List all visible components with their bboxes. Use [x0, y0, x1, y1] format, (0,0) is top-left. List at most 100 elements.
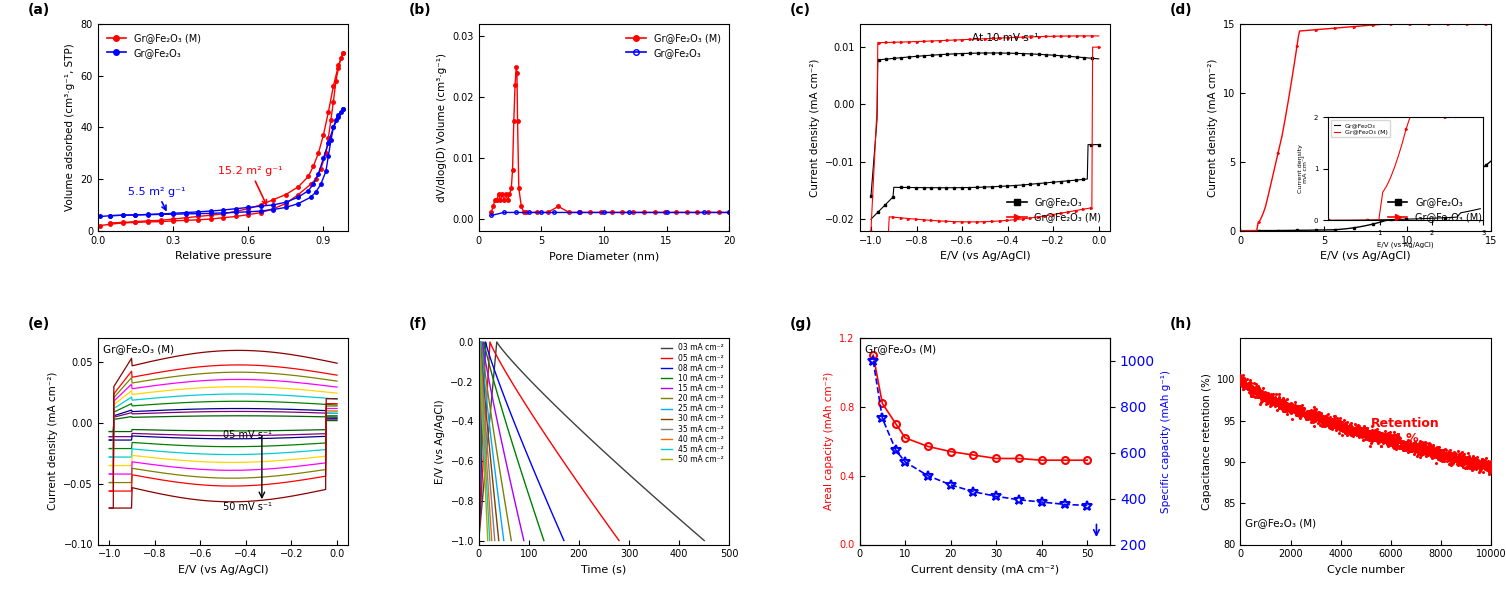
Point: [1337, 423, 1361, 433]
Point: [1247, 390, 1271, 399]
Point: [1366, 431, 1390, 440]
Point: [1428, 453, 1452, 462]
Point: [1309, 416, 1333, 426]
50 mA cm⁻²: [479, 530, 497, 537]
Point: [1282, 406, 1306, 416]
Point: [1280, 401, 1304, 410]
Point: [1363, 433, 1387, 442]
Point: [1405, 440, 1429, 450]
Point: [1313, 416, 1337, 425]
Point: [1283, 408, 1307, 417]
Point: [1267, 399, 1291, 408]
Point: [1426, 452, 1450, 462]
Point: [1464, 459, 1488, 469]
Point: [1276, 400, 1300, 410]
Point: [1411, 443, 1435, 453]
Point: [1477, 464, 1501, 474]
Point: [1370, 429, 1395, 439]
Point: [1434, 451, 1458, 461]
Point: [1416, 443, 1440, 453]
Point: [1399, 445, 1423, 454]
Point: [1301, 409, 1325, 419]
Point: [1390, 442, 1414, 451]
Point: [1233, 381, 1258, 391]
15 mA cm⁻²: [508, 505, 526, 512]
Point: [1304, 404, 1328, 413]
Point: [1313, 411, 1337, 421]
Point: [1271, 399, 1295, 408]
Point: [1416, 446, 1440, 456]
Point: [1361, 429, 1386, 439]
Point: [1441, 447, 1465, 457]
Point: [1337, 424, 1361, 434]
Point: [1295, 408, 1319, 417]
Point: [1261, 389, 1285, 399]
Point: [1386, 437, 1410, 446]
Point: [1375, 440, 1399, 450]
Point: [1273, 399, 1297, 408]
Point: [1313, 421, 1337, 431]
Point: [1270, 398, 1294, 408]
Point: [1230, 385, 1254, 394]
Point: [1327, 416, 1351, 426]
Point: [1239, 384, 1264, 394]
Point: [1426, 453, 1450, 462]
Point: [1425, 446, 1449, 456]
Point: [1395, 443, 1419, 453]
Point: [1301, 408, 1325, 418]
Point: [1339, 421, 1363, 431]
Point: [1233, 379, 1258, 388]
Point: [1265, 397, 1289, 407]
Point: [1236, 379, 1261, 388]
Point: [1452, 450, 1476, 459]
Point: [1392, 439, 1416, 449]
Point: [1417, 450, 1441, 459]
Point: [1470, 460, 1494, 469]
Point: [1262, 397, 1286, 407]
Point: [1429, 445, 1453, 455]
Point: [1419, 445, 1443, 454]
Point: [1276, 399, 1300, 409]
Point: [1310, 417, 1334, 427]
Point: [1387, 434, 1411, 444]
Point: [1336, 420, 1360, 430]
Point: [1330, 425, 1354, 435]
Point: [1258, 392, 1282, 402]
Point: [1363, 428, 1387, 437]
Point: [1372, 431, 1396, 441]
Point: [1453, 453, 1477, 463]
15 mA cm⁻²: [501, 477, 520, 484]
Point: [1268, 402, 1292, 411]
Point: [1349, 424, 1373, 434]
Y-axis label: Current density (mA cm⁻²): Current density (mA cm⁻²): [48, 372, 57, 511]
Point: [1470, 462, 1494, 472]
Point: [1229, 376, 1253, 386]
Point: [1467, 460, 1491, 470]
Point: [1461, 455, 1485, 465]
Point: [1462, 455, 1486, 465]
Point: [1425, 446, 1449, 456]
Point: [1462, 460, 1486, 469]
Point: [1395, 437, 1419, 447]
Point: [1360, 436, 1384, 446]
Point: [1402, 437, 1426, 447]
Point: [1389, 443, 1413, 453]
Point: [1294, 411, 1318, 421]
Point: [1437, 455, 1461, 465]
Point: [1352, 429, 1376, 439]
Point: [1307, 410, 1331, 420]
Point: [1303, 421, 1327, 431]
Point: [1279, 399, 1303, 408]
Point: [1301, 407, 1325, 417]
Point: [1316, 413, 1340, 422]
Point: [1389, 436, 1413, 446]
Point: [1274, 401, 1298, 410]
Point: [1262, 399, 1286, 409]
Point: [1288, 409, 1312, 419]
Point: [1333, 423, 1357, 433]
Point: [1392, 440, 1416, 450]
Point: [1398, 443, 1422, 453]
Point: [1414, 445, 1438, 455]
Point: [1373, 437, 1398, 446]
05 mA cm⁻²: [587, 505, 605, 512]
